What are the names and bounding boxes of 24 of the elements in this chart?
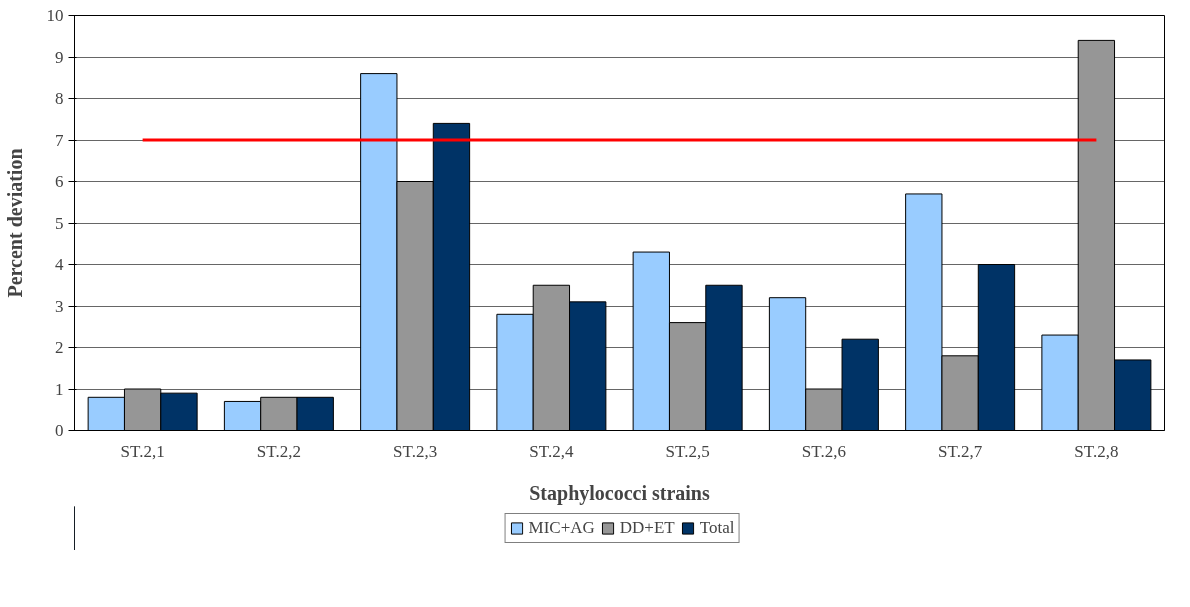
x-tick-label: ST.2,8 <box>1074 441 1119 461</box>
y-tick-label: 3 <box>55 296 64 316</box>
x-tick-label: ST.2,6 <box>801 441 846 461</box>
x-tick-label: ST.2,5 <box>665 441 710 461</box>
x-axis-title: Staphylococci strains <box>529 481 710 505</box>
legend-label: MIC+AG <box>528 518 595 538</box>
legend-label: DD+ET <box>619 518 675 538</box>
y-tick-label: 1 <box>55 379 64 399</box>
y-tick-label: 8 <box>55 89 64 108</box>
y-tick-label: 0 <box>55 421 64 440</box>
x-tick-label: ST.2,4 <box>529 441 574 461</box>
x-tick-label: ST.2,3 <box>393 441 438 461</box>
y-tick-label: 10 <box>46 6 64 25</box>
y-axis-title: Percent deviation <box>3 148 26 298</box>
y-tick-label: 2 <box>55 338 64 357</box>
y-tick-label: 7 <box>55 130 64 150</box>
x-tick-label: ST.2,7 <box>938 441 983 461</box>
legend-label: Total <box>699 518 735 538</box>
x-tick-label: ST.2,1 <box>120 441 165 461</box>
y-tick-label: 5 <box>55 213 64 233</box>
y-tick-label: 9 <box>55 47 64 67</box>
x-tick-label: ST.2,2 <box>256 441 301 461</box>
y-tick-label: 6 <box>55 172 64 191</box>
y-tick-label: 4 <box>55 255 64 274</box>
